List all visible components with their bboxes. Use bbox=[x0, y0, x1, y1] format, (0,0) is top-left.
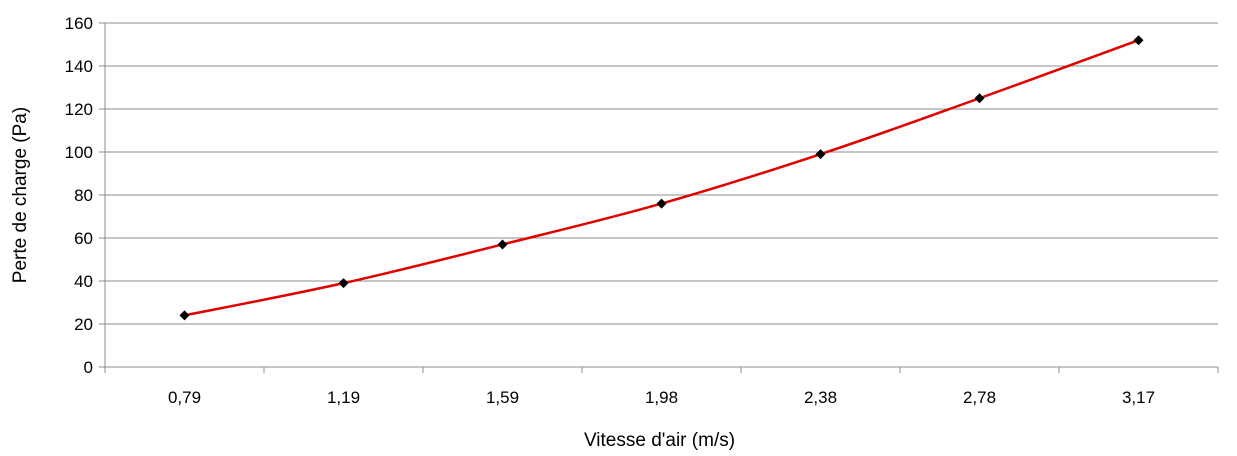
x-tick-label: 3,17 bbox=[1122, 388, 1155, 407]
data-point-marker bbox=[815, 149, 826, 160]
y-tick-label: 160 bbox=[65, 14, 93, 33]
series-line bbox=[184, 39, 1139, 317]
x-tick-label: 2,38 bbox=[804, 388, 837, 407]
gridlines bbox=[105, 22, 1218, 325]
x-tick-label: 2,78 bbox=[963, 388, 996, 407]
series-group bbox=[179, 35, 1144, 321]
x-tick-labels: 0,79 1,19 1,59 1,98 2,38 2,78 3,17 bbox=[168, 388, 1155, 407]
y-tick-label: 60 bbox=[74, 229, 93, 248]
x-tick-label: 0,79 bbox=[168, 388, 201, 407]
data-point-marker bbox=[974, 93, 985, 104]
data-point-marker bbox=[179, 310, 190, 321]
y-tick-label: 100 bbox=[65, 143, 93, 162]
y-tick-label: 120 bbox=[65, 100, 93, 119]
x-tick-label: 1,59 bbox=[486, 388, 519, 407]
data-point-marker bbox=[656, 198, 667, 209]
x-axis-title: Vitesse d'air (m/s) bbox=[584, 430, 735, 451]
y-tick-label: 40 bbox=[74, 272, 93, 291]
y-tick-labels: 0 20 40 60 80 100 120 140 160 bbox=[65, 14, 93, 377]
y-axis-title: Perte de charge (Pa) bbox=[10, 107, 31, 283]
x-tick-label: 1,19 bbox=[327, 388, 360, 407]
axes bbox=[99, 22, 1219, 373]
y-tick-label: 20 bbox=[74, 315, 93, 334]
y-tick-label: 80 bbox=[74, 186, 93, 205]
data-point-marker bbox=[338, 278, 349, 289]
data-point-marker bbox=[497, 239, 508, 250]
data-point-marker bbox=[1133, 35, 1144, 46]
y-tick-label: 0 bbox=[84, 358, 93, 377]
x-tick-label: 1,98 bbox=[645, 388, 678, 407]
y-tick-label: 140 bbox=[65, 57, 93, 76]
